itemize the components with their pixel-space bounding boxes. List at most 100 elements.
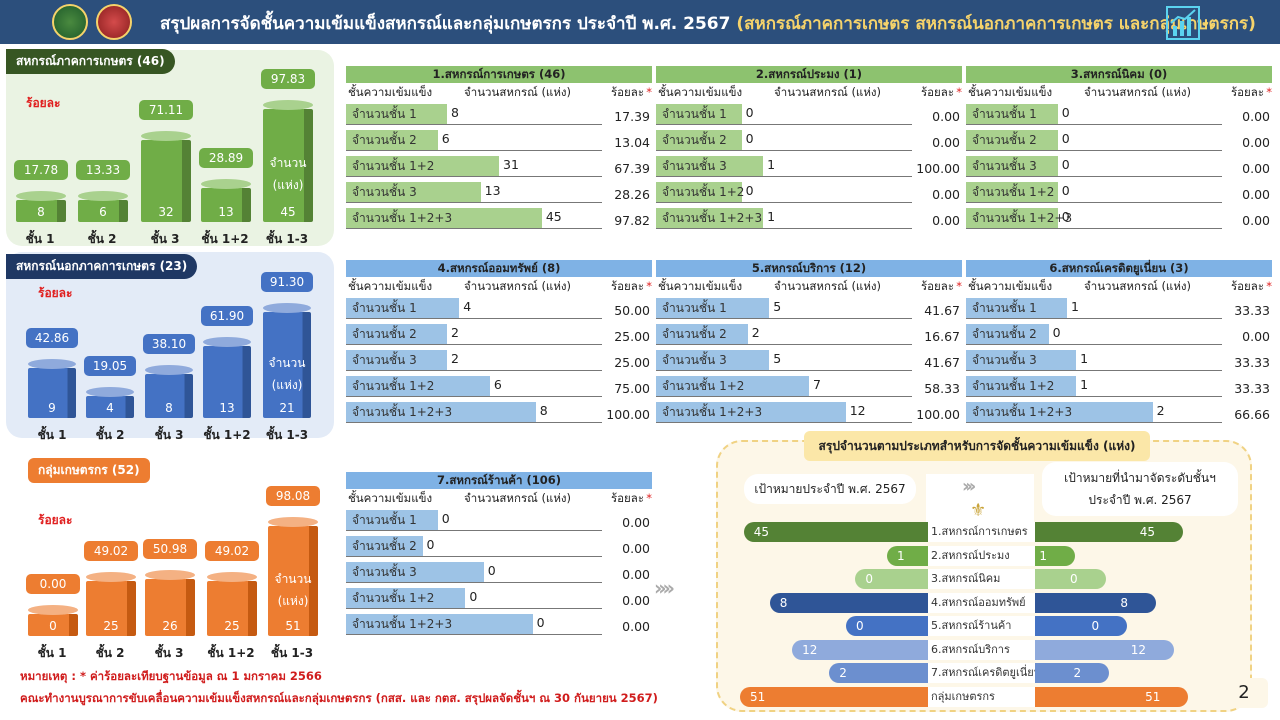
table-row: จำนวนชั้น 1+2+3 2 66.66	[966, 399, 1272, 425]
row-pct: 75.00	[614, 381, 650, 396]
page-subtitle: (สหกรณ์ภาคการเกษตร สหกรณ์นอกภาคการเกษตร …	[736, 14, 1256, 34]
summary-right-value: 51	[1145, 689, 1161, 704]
row-underline	[656, 344, 912, 345]
row-pct: 0.00	[1242, 109, 1270, 124]
nonagri-bar-top	[86, 386, 134, 397]
row-label: จำนวนชั้น 2	[656, 130, 742, 150]
row-count: 6	[441, 131, 450, 146]
nonagri-bar: 8	[145, 364, 193, 418]
row-count: 0	[1061, 209, 1070, 224]
summary-row-label: กลุ่มเกษตรกร	[928, 686, 1035, 707]
table-row: จำนวนชั้น 3 1 33.33	[966, 347, 1272, 373]
row-label: จำนวนชั้น 1	[346, 510, 438, 530]
row-underline	[966, 124, 1222, 125]
summary-right-bar: 12	[1030, 639, 1174, 660]
row-pct: 66.66	[1234, 407, 1270, 422]
header-star: *	[646, 491, 652, 505]
summary-left-value: 12	[802, 642, 818, 657]
table-row: จำนวนชั้น 1+2+3 0 0.00	[346, 611, 652, 637]
row-label: จำนวนชั้น 1	[346, 104, 447, 124]
row-count: 2	[1156, 403, 1165, 418]
row-underline	[656, 202, 912, 203]
table-row: จำนวนชั้น 2 0 0.00	[966, 321, 1272, 347]
row-pct: 33.33	[1234, 303, 1270, 318]
row-pct: 97.82	[614, 213, 650, 228]
summary-right-bar: 1	[1030, 545, 1075, 566]
row-label: จำนวนชั้น 3	[966, 156, 1058, 176]
row-count: 0	[745, 131, 754, 146]
row-underline	[656, 422, 912, 423]
row-label: จำนวนชั้น 2	[966, 130, 1058, 150]
agri-chart-title: สหกรณ์ภาคการเกษตร (46)	[6, 49, 175, 74]
nonagri-pct-label: 19.05	[84, 355, 136, 376]
row-pct: 0.00	[932, 187, 960, 202]
row-label: จำนวนชั้น 1+2+3	[346, 402, 536, 422]
row-count: 0	[469, 589, 478, 604]
row-pct: 50.00	[614, 303, 650, 318]
summary-left-bar: 12	[792, 639, 934, 660]
table-title: 1.สหกรณ์การเกษตร (46)	[346, 66, 652, 83]
nonagri-pct-label: 42.86	[26, 328, 78, 349]
nonagri-pct-label: 38.10	[143, 333, 195, 354]
summary-row-label: 5.สหกรณ์ร้านค้า	[928, 616, 1035, 636]
agri-x-label: ชั้น 3	[150, 232, 180, 246]
row-count: 1	[1080, 351, 1089, 366]
header-level: ชั้นความเข้มแข็ง	[968, 85, 1053, 99]
header-star: *	[646, 279, 652, 293]
farmer-x-label: ชั้น 3	[154, 646, 184, 660]
footnote: หมายเหตุ : * ค่าร้อยละเทียบฐานข้อมูล ณ 1…	[20, 669, 322, 683]
table-row: จำนวนชั้น 2 0 0.00	[656, 127, 962, 153]
row-count: 7	[813, 377, 821, 392]
agri-pct-label: 17.78	[14, 160, 68, 180]
row-count: 5	[773, 299, 782, 314]
row-label: จำนวนชั้น 2	[346, 536, 423, 556]
row-pct: 100.00	[916, 407, 960, 422]
nonagri-pct-label: 91.30	[261, 272, 313, 293]
row-underline	[656, 150, 912, 151]
row-underline	[346, 228, 602, 229]
farmer-x-label: ชั้น 1	[37, 646, 67, 660]
cooperative-logo-icon	[52, 4, 88, 40]
row-underline	[656, 370, 912, 371]
farmer-bar: 26	[145, 569, 195, 636]
farmer-pct-label: 49.02	[205, 541, 259, 562]
farmer-x-label: ชั้น 2	[95, 646, 125, 660]
agri-unit-label: จำนวน	[269, 155, 307, 170]
farmer-bar-top	[86, 572, 136, 583]
row-pct: 0.00	[932, 135, 960, 150]
table-row: จำนวนชั้น 3 0 0.00	[346, 559, 652, 585]
farmer-bar-count: 25	[224, 618, 240, 633]
row-underline	[966, 202, 1222, 203]
header-pct: ร้อยละ	[1230, 85, 1264, 99]
row-underline	[656, 176, 912, 177]
nonagri-x-label: ชั้น 1-3	[265, 428, 309, 442]
row-underline	[346, 396, 602, 397]
nonagri-x-label: ชั้น 3	[154, 428, 184, 442]
table-row: จำนวนชั้น 3 2 25.00	[346, 347, 652, 373]
row-count: 5	[773, 351, 782, 366]
row-pct: 13.04	[614, 135, 650, 150]
nonagri-x-label: ชั้น 1+2	[203, 428, 251, 442]
row-pct: 58.33	[924, 381, 960, 396]
summary-row-label: 7.สหกรณ์เครดิตยูเนี่ยน	[928, 663, 1035, 683]
agri-bar-count: 8	[37, 205, 45, 219]
header-pct: ร้อยละ	[610, 491, 644, 505]
row-count: 13	[484, 183, 501, 198]
nonagri-bar-count: 8	[165, 400, 173, 415]
farmer-bar-count: 0	[49, 619, 57, 633]
row-label: จำนวนชั้น 1+2	[656, 182, 744, 202]
row-count: 0	[1061, 105, 1070, 120]
row-label: จำนวนชั้น 2	[656, 324, 748, 344]
summary-right-bar: 2	[1030, 663, 1110, 683]
summary-right-bar: 45	[1030, 522, 1183, 542]
table-row: จำนวนชั้น 1+2+3 8 100.00	[346, 399, 652, 425]
header-pct: ร้อยละ	[920, 85, 954, 99]
row-pct: 25.00	[614, 355, 650, 370]
summary-right-value: 12	[1130, 642, 1146, 657]
summary-left-value: 51	[750, 689, 766, 704]
row-count: 2	[751, 325, 760, 340]
summary-left-bar: 0	[846, 616, 934, 636]
emblem-icon: ⚜	[970, 500, 987, 521]
agri-x-label: ชั้น 1	[25, 232, 55, 246]
row-underline	[346, 202, 602, 203]
